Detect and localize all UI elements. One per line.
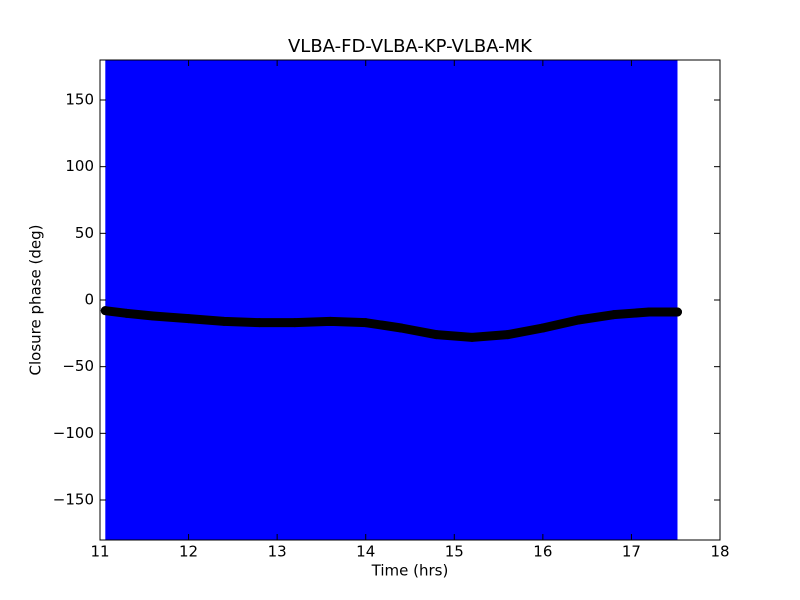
y-tick-label: −50 xyxy=(62,357,94,375)
data-point xyxy=(538,323,548,333)
y-tick-label: −150 xyxy=(53,491,94,509)
data-point xyxy=(432,330,442,340)
data-trace xyxy=(100,306,682,342)
data-point xyxy=(502,330,512,340)
x-tick-label: 12 xyxy=(179,543,198,561)
y-tick-label: 50 xyxy=(75,224,94,242)
chart-title: VLBA-FD-VLBA-KP-VLBA-MK xyxy=(288,36,533,57)
y-tick-label: 100 xyxy=(65,157,94,175)
data-point xyxy=(672,307,682,317)
y-axis-label: Closure phase (deg) xyxy=(27,225,45,376)
data-point xyxy=(396,323,406,333)
x-tick-label: 17 xyxy=(622,543,641,561)
data-point xyxy=(219,316,229,326)
data-point xyxy=(573,315,583,325)
data-point xyxy=(644,307,654,317)
y-tick-label: −100 xyxy=(53,424,94,442)
y-tick-label: 150 xyxy=(65,91,94,109)
data-point xyxy=(361,318,371,328)
x-tick-label: 18 xyxy=(710,543,729,561)
data-point xyxy=(325,316,335,326)
x-tick-label: 16 xyxy=(533,543,552,561)
data-point xyxy=(254,318,264,328)
plot-area xyxy=(100,60,682,540)
data-point xyxy=(184,314,194,324)
data-point xyxy=(467,332,477,342)
x-tick-label: 13 xyxy=(268,543,287,561)
error-band xyxy=(105,60,678,540)
data-point xyxy=(290,318,300,328)
x-tick-label: 14 xyxy=(356,543,375,561)
x-tick-label: 11 xyxy=(90,543,109,561)
y-tick-label: 0 xyxy=(84,291,94,309)
data-point xyxy=(100,306,110,316)
x-tick-label: 15 xyxy=(445,543,464,561)
data-point xyxy=(609,310,619,320)
x-axis-label: Time (hrs) xyxy=(371,562,449,580)
data-point xyxy=(148,311,158,321)
data-point xyxy=(122,308,132,318)
